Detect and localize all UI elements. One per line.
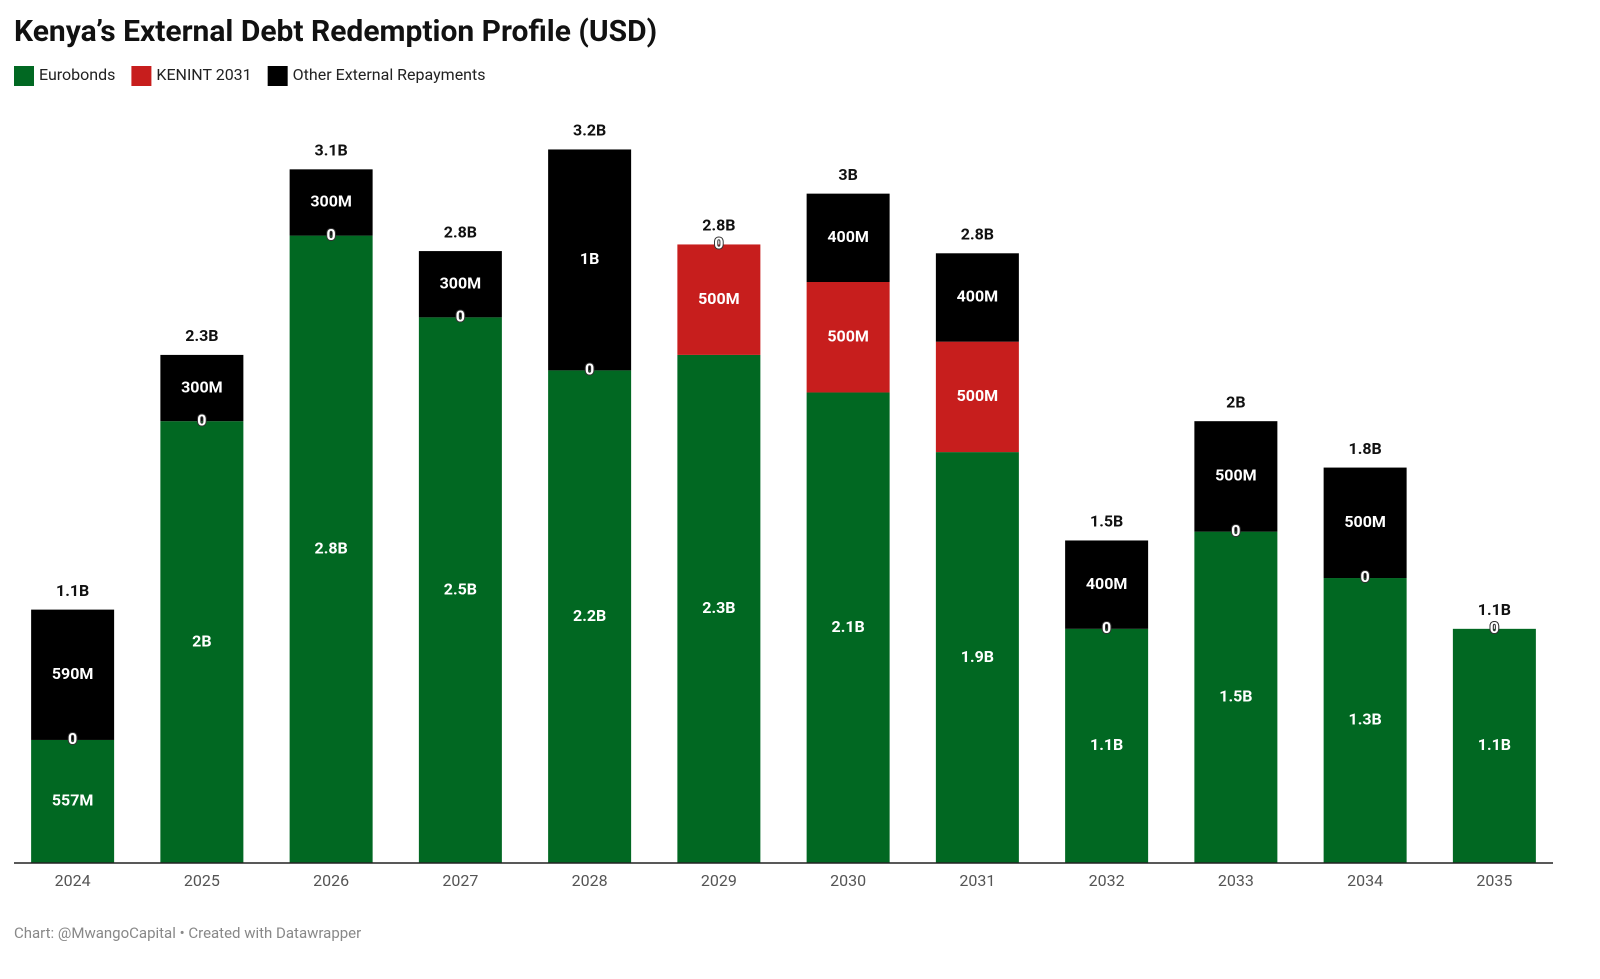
legend-label: Other External Repayments — [293, 65, 486, 84]
segment-label: 2.2B — [573, 606, 606, 625]
bar-segment — [1065, 628, 1149, 863]
source-note: Chart: @MwangoCapital • Created with Dat… — [14, 924, 361, 942]
legend-label: KENINT 2031 — [156, 65, 251, 84]
x-tick-label: 2033 — [1218, 871, 1254, 890]
legend-swatch — [14, 66, 34, 86]
x-tick-label: 2034 — [1347, 871, 1383, 890]
segment-label: 400M — [1086, 574, 1128, 593]
total-label: 2B — [1226, 392, 1245, 411]
segment-label: 2.3B — [702, 598, 735, 617]
segment-label: 1B — [580, 249, 599, 268]
segment-label: 2B — [192, 631, 211, 650]
bar-segment — [806, 392, 890, 863]
bar-segment — [935, 452, 1019, 863]
x-tick-label: 2027 — [442, 871, 478, 890]
segment-label: 2.8B — [315, 539, 348, 558]
segment-label: 0 — [585, 360, 594, 379]
bar-segment — [806, 282, 890, 393]
bar-segment — [31, 609, 115, 740]
segment-label: 0 — [456, 307, 465, 326]
x-tick-label: 2024 — [55, 871, 91, 890]
total-label: 3.2B — [573, 121, 606, 140]
bar-segment — [806, 193, 890, 283]
segment-label: 500M — [1215, 466, 1257, 485]
legend-swatch — [131, 66, 152, 86]
total-label: 1.1B — [1478, 600, 1511, 619]
bar-segment — [548, 370, 632, 863]
bar-segment — [677, 354, 761, 863]
segment-label: 300M — [310, 192, 352, 211]
x-tick-label: 2031 — [959, 871, 995, 890]
total-label: 1.8B — [1349, 439, 1382, 458]
segment-label: 500M — [827, 326, 869, 345]
x-tick-label: 2029 — [701, 871, 737, 890]
bar-segment — [1194, 531, 1278, 863]
segment-label: 300M — [181, 377, 223, 396]
segment-label: 2.5B — [444, 579, 477, 598]
legend-swatch — [267, 66, 288, 86]
segment-label: 1.9B — [961, 647, 994, 666]
total-label: 2.8B — [702, 216, 735, 235]
x-tick-label: 2028 — [572, 871, 608, 890]
total-label: 3B — [838, 165, 857, 184]
total-label: 2.3B — [185, 326, 218, 345]
bar-segment — [935, 341, 1019, 453]
bar-segment — [677, 244, 761, 355]
segment-label: 400M — [827, 227, 869, 246]
x-tick-label: 2035 — [1476, 871, 1512, 890]
bar-segment — [31, 739, 115, 863]
bar-segment — [160, 421, 244, 863]
total-label: 1.5B — [1090, 512, 1123, 531]
bar-segment — [418, 251, 502, 318]
total-label: 1.1B — [56, 581, 89, 600]
segment-label: 557M — [52, 791, 94, 810]
segment-label: 500M — [1344, 512, 1386, 531]
segment-label: 1.1B — [1478, 735, 1511, 754]
segment-label: 500M — [957, 386, 999, 405]
total-label: 3.1B — [315, 141, 348, 160]
bar-segment — [1323, 467, 1407, 579]
x-tick-label: 2026 — [313, 871, 349, 890]
total-label: 2.8B — [444, 222, 477, 241]
bar-segment — [418, 317, 502, 863]
legend-label: Eurobonds — [39, 65, 115, 84]
segment-label: 1.1B — [1090, 735, 1123, 754]
segment-label: 300M — [440, 273, 482, 292]
bar-segment — [935, 253, 1019, 342]
segment-label: 0 — [1231, 521, 1240, 540]
segment-label: 0 — [1490, 618, 1499, 637]
bar-segment — [548, 149, 632, 371]
x-tick-label: 2032 — [1089, 871, 1125, 890]
segment-label: 2.1B — [832, 617, 865, 636]
bar-segment — [1452, 628, 1536, 863]
bar-segment — [1194, 421, 1278, 532]
segment-label: 0 — [327, 225, 336, 244]
segment-label: 0 — [714, 234, 723, 253]
segment-label: 1.3B — [1349, 710, 1382, 729]
total-label: 2.8B — [961, 225, 994, 244]
x-tick-label: 2030 — [830, 871, 866, 890]
chart-title: Kenya’s External Debt Redemption Profile… — [14, 14, 657, 49]
segment-label: 0 — [1490, 618, 1499, 637]
segment-label: 500M — [698, 289, 740, 308]
segment-label: 0 — [68, 729, 77, 748]
bar-segment — [1065, 540, 1149, 629]
bar-segment — [289, 235, 373, 864]
segment-label: 400M — [957, 287, 999, 306]
segment-label: 1.5B — [1219, 687, 1252, 706]
segment-label: 590M — [52, 664, 94, 683]
segment-label: 0 — [1102, 618, 1111, 637]
x-tick-label: 2025 — [184, 871, 220, 890]
bar-segment — [160, 354, 244, 422]
bar-segment — [289, 169, 373, 236]
segment-label: 0 — [197, 410, 206, 429]
segment-label: 0 — [1361, 567, 1370, 586]
bar-segment — [1323, 578, 1407, 863]
